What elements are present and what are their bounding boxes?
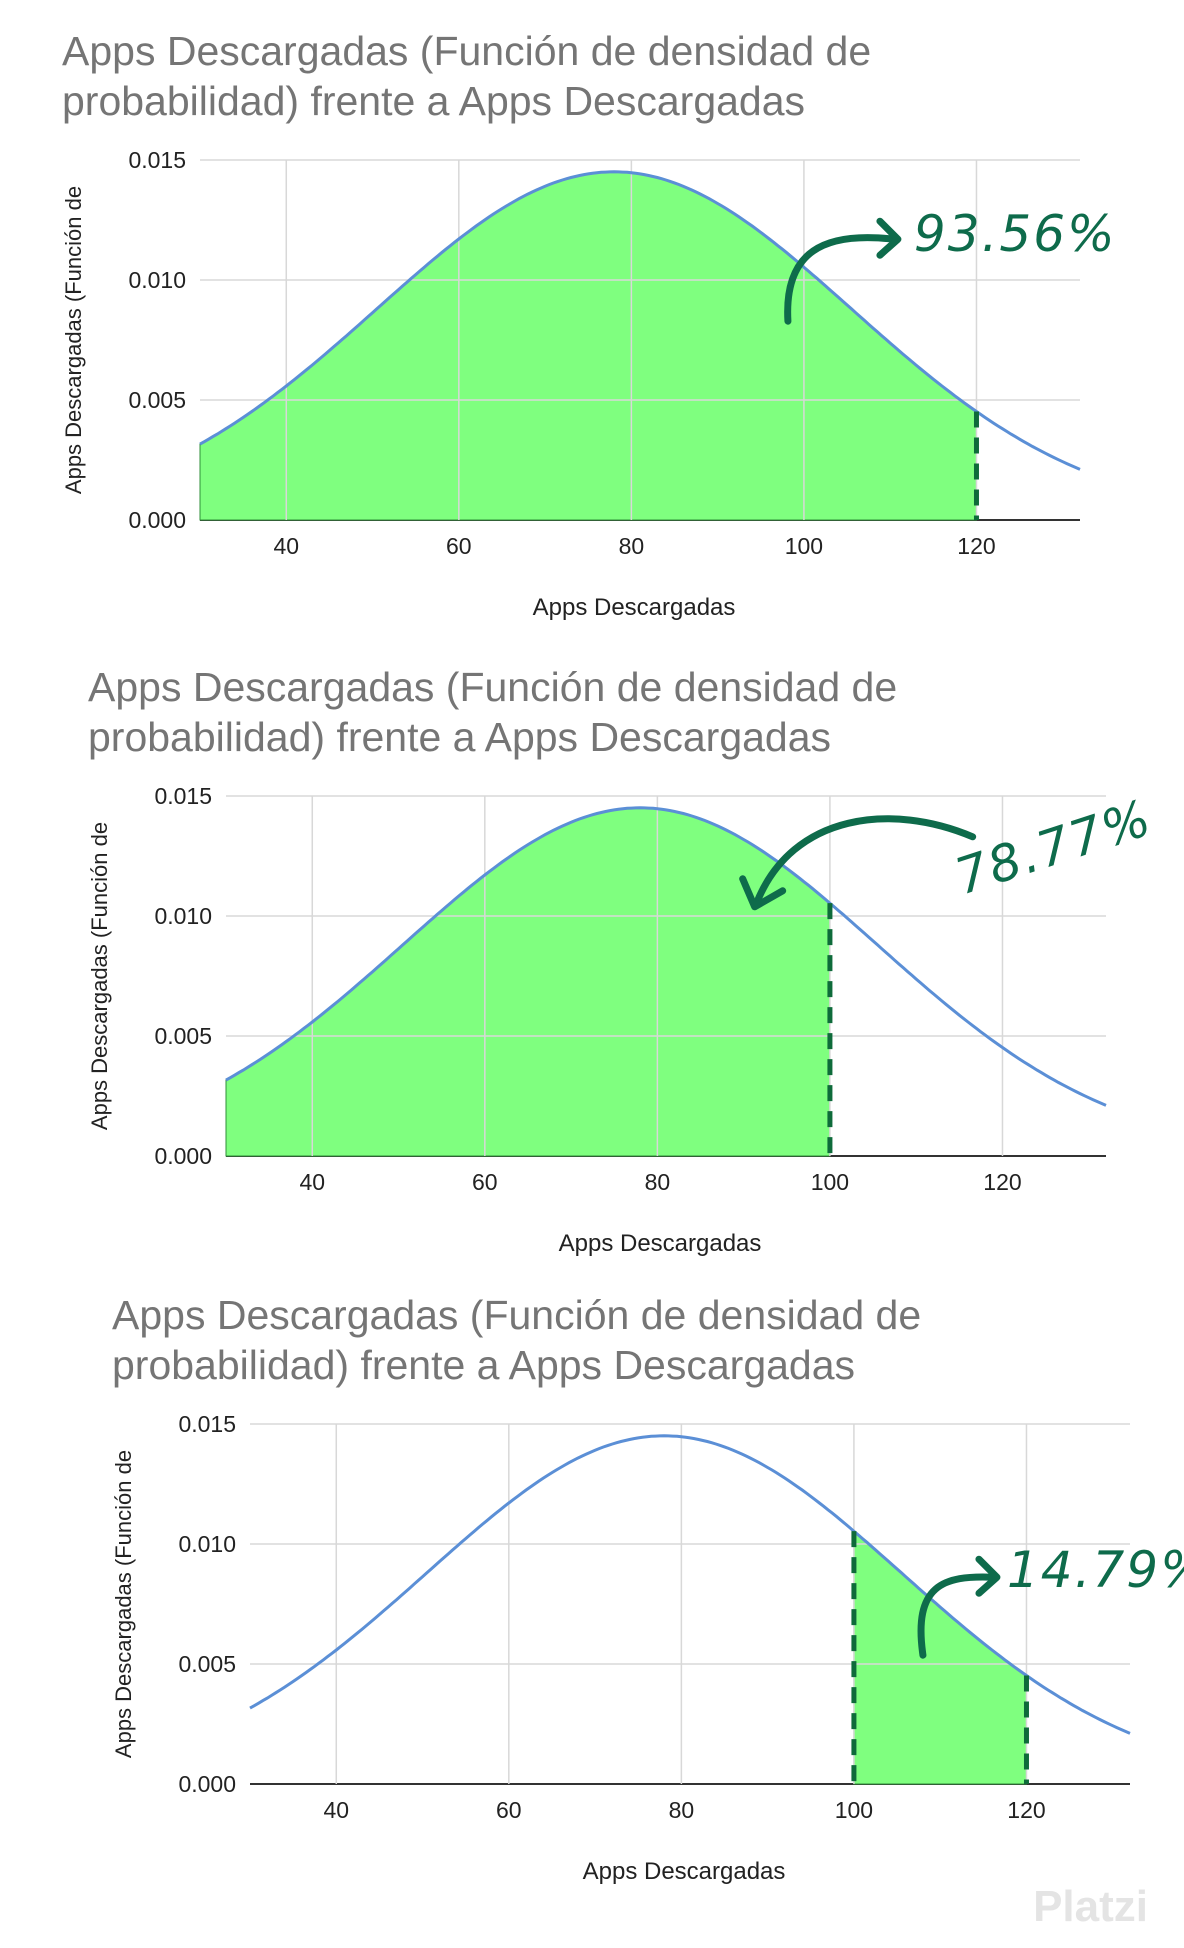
- x-tick-label: 40: [299, 1169, 325, 1195]
- x-tick-label: 100: [811, 1169, 849, 1195]
- x-tick-label: 60: [446, 533, 472, 559]
- x-tick-label: 80: [669, 1797, 695, 1823]
- y-tick-label: 0.000: [128, 507, 186, 533]
- annotation-arrow: [753, 815, 977, 907]
- chart-title: Apps Descargadas (Función de densidad de…: [112, 1292, 922, 1388]
- x-tick-label: 40: [323, 1797, 349, 1823]
- x-axis-label: Apps Descargadas: [558, 1230, 762, 1257]
- chart-svg: 0.000 0.005 0.010 0.015 40 60 80 100 120 14.79%: [178, 1411, 1184, 1823]
- annotation-percentage: 93.56%: [914, 205, 1117, 263]
- x-tick-label: 40: [273, 533, 299, 559]
- y-tick-label: 0.005: [178, 1651, 236, 1677]
- annotation-arrowhead: [876, 217, 902, 259]
- annotation-arrow: [917, 1573, 997, 1659]
- chart-title: Apps Descargadas (Función de densidad de…: [62, 28, 872, 124]
- y-tick-label: 0.015: [154, 783, 212, 809]
- chart-svg: 0.000 0.005 0.010 0.015 40 60 80 100 120 78.77%: [154, 783, 1159, 1195]
- x-tick-label: 100: [785, 533, 823, 559]
- density-curve: [249, 1434, 1131, 1735]
- chart-panel-3: Apps Descargadas (Función de densidad de…: [0, 1264, 1184, 1894]
- x-tick-label: 80: [619, 533, 645, 559]
- y-tick-label: 0.015: [128, 147, 186, 173]
- platzi-watermark: Platzi: [1033, 1882, 1148, 1931]
- y-tick-label: 0.010: [154, 903, 212, 929]
- y-tick-label: 0.010: [178, 1531, 236, 1557]
- x-tick-label: 120: [1007, 1797, 1045, 1823]
- chart-panel-2: Apps Descargadas (Función de densidad de…: [0, 636, 1184, 1266]
- chart-title: Apps Descargadas (Función de densidad de…: [88, 664, 898, 760]
- shaded-area: [199, 171, 978, 521]
- chart-svg: 0.000 0.005 0.010 0.015 40 60 80 100 120 93.56%: [128, 147, 1117, 559]
- y-tick-label: 0.000: [154, 1143, 212, 1169]
- x-tick-label: 120: [983, 1169, 1021, 1195]
- shaded-area: [225, 807, 831, 1157]
- density-curve: [225, 806, 1107, 1107]
- annotation-percentage: 14.79%: [1007, 1541, 1184, 1599]
- y-tick-label: 0.000: [178, 1771, 236, 1797]
- x-tick-label: 100: [835, 1797, 873, 1823]
- x-tick-label: 60: [496, 1797, 522, 1823]
- x-tick-label: 120: [957, 533, 995, 559]
- annotation-arrowhead: [975, 1555, 1001, 1597]
- chart-panel-1: Apps Descargadas (Función de densidad de…: [0, 0, 1184, 630]
- annotation-arrowhead: [739, 875, 787, 911]
- x-tick-label: 60: [472, 1169, 498, 1195]
- density-curve: [199, 170, 1081, 471]
- x-axis-label: Apps Descargadas: [582, 1858, 786, 1885]
- y-tick-label: 0.015: [178, 1411, 236, 1437]
- x-tick-label: 80: [645, 1169, 671, 1195]
- y-tick-label: 0.005: [154, 1023, 212, 1049]
- annotation-percentage: 78.77%: [948, 788, 1159, 906]
- annotation-arrow: [784, 234, 898, 325]
- y-tick-label: 0.010: [128, 267, 186, 293]
- x-axis-label: Apps Descargadas: [532, 594, 736, 621]
- y-tick-label: 0.005: [128, 387, 186, 413]
